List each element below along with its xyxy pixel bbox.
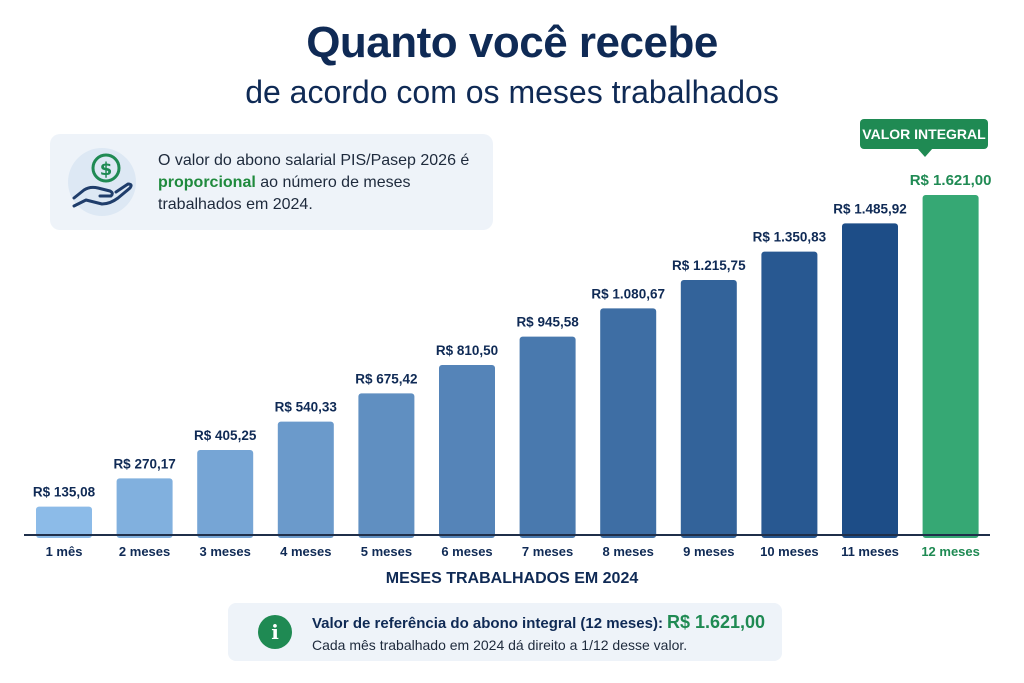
info-highlight: proporcional [158,174,256,191]
x-tick-label-6: 6 meses [441,544,492,559]
x-tick-label-3: 3 meses [200,544,251,559]
note-line1: Valor de referência do abono integral (1… [312,612,766,632]
bar-10 [761,251,818,538]
data-label-8: R$ 1.080,67 [591,286,665,301]
note-line2: Cada mês trabalhado em 2024 dá direito a… [312,637,688,653]
page-subtitle: de acordo com os meses trabalhados [245,74,779,110]
data-label-3: R$ 405,25 [194,428,257,443]
info-icon: i [258,615,292,649]
bar-12 [922,195,979,538]
data-label-6: R$ 810,50 [436,343,498,358]
bar-5 [358,393,415,538]
x-tick-label-9: 9 meses [683,544,734,559]
bar-3 [197,450,254,538]
valor-integral-badge: VALOR INTEGRAL [860,119,988,149]
page-title: Quanto você recebe [306,18,718,67]
x-tick-label-4: 4 meses [280,544,331,559]
data-label-11: R$ 1.485,92 [833,201,907,216]
badge-arrow [917,148,933,157]
x-tick-label-1: 1 mês [46,544,83,559]
data-label-7: R$ 945,58 [516,315,579,330]
bar-1 [36,506,92,538]
x-tick-label-8: 8 meses [603,544,654,559]
data-label-2: R$ 270,17 [113,456,175,471]
bar-7 [519,336,576,538]
data-label-1: R$ 135,08 [33,485,96,500]
hand-coin-icon: $ [68,148,136,216]
x-tick-label-7: 7 meses [522,544,573,559]
note-value: R$ 1.621,00 [666,612,766,632]
x-tick-label-5: 5 meses [361,544,412,559]
svg-text:$: $ [100,159,113,180]
x-tick-label-11: 11 meses [841,544,899,559]
bar-8 [600,308,657,538]
info-box: $ O valor do abono salarial PIS/Pasep 20… [50,134,493,230]
data-label-4: R$ 540,33 [275,400,338,415]
bar-6 [439,365,495,538]
data-label-9: R$ 1.215,75 [672,258,746,273]
data-label-5: R$ 675,42 [355,371,417,386]
data-label-10: R$ 1.350,83 [753,230,827,245]
bar-2 [116,478,173,538]
bar-4 [277,421,334,538]
x-tick-label-10: 10 meses [760,544,819,559]
x-tick-label-2: 2 meses [119,544,170,559]
bar-11 [842,223,898,538]
bar-9 [680,280,737,538]
info-text: O valor do abono salarial PIS/Pasep 2026… [158,152,470,213]
x-tick-label-12: 12 meses [921,544,980,559]
data-label-12: R$ 1.621,00 [910,172,992,189]
x-axis-title: MESES TRABALHADOS EM 2024 [385,570,639,587]
note-box: i Valor de referência do abono integral … [228,603,782,661]
